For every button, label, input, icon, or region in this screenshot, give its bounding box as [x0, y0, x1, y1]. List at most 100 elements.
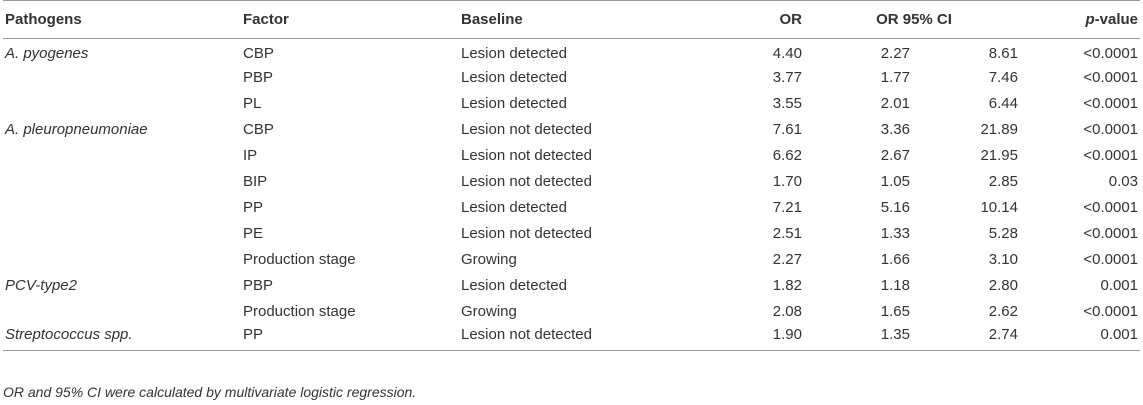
cell-pathogen	[3, 195, 239, 221]
cell-p-value: <0.0001	[1083, 251, 1138, 268]
cell-pathogen	[3, 221, 239, 247]
cell-baseline: Growing	[461, 251, 517, 268]
table-header: Pathogens Factor Baseline OR OR 95% CI p…	[3, 0, 1140, 39]
cell-factor: CBP	[243, 121, 274, 138]
table-row: PBP Lesion detected 3.77 1.77 7.46 <0.0001	[3, 65, 1140, 91]
cell-or: 2.27	[772, 251, 802, 268]
cell-p-value: <0.0001	[1083, 147, 1138, 164]
cell-ci-high: 5.28	[988, 225, 1018, 242]
cell-baseline: Lesion detected	[461, 277, 567, 294]
cell-p-value: 0.001	[1100, 277, 1138, 294]
results-table: Pathogens Factor Baseline OR OR 95% CI p…	[3, 0, 1140, 351]
cell-ci-high: 3.10	[988, 251, 1018, 268]
cell-ci-high: 8.61	[988, 45, 1018, 63]
cell-or: 7.21	[772, 199, 802, 216]
cell-or: 3.77	[772, 69, 802, 86]
cell-factor: PBP	[243, 69, 274, 86]
cell-ci-high: 2.62	[988, 303, 1018, 320]
cell-p-value: <0.0001	[1083, 95, 1138, 112]
table-row: IP Lesion not detected 6.62 2.67 21.95 <0.000…	[3, 143, 1140, 169]
header-row: Pathogens Factor Baseline OR OR 95% CI p…	[3, 0, 1140, 39]
cell-baseline: Lesion not detected	[461, 121, 592, 138]
cell-p-value: <0.0001	[1083, 45, 1138, 63]
cell-pathogen	[3, 91, 239, 117]
header-or-ci: OR 95% CI	[806, 0, 1022, 39]
table-row: PL Lesion detected 3.55 2.01 6.44 <0.0001	[3, 91, 1140, 117]
table-row: Streptococcus spp. PP Lesion not detected 1…	[3, 324, 1140, 351]
cell-ci-low: 1.77	[880, 69, 910, 86]
cell-baseline: Lesion detected	[461, 95, 567, 112]
cell-or: 7.61	[772, 121, 802, 138]
table-row: PP Lesion detected 7.21 5.16 10.14 <0.0001	[3, 195, 1140, 221]
table-row: PE Lesion not detected 2.51 1.33 5.28 <0.0001	[3, 221, 1140, 247]
table-row: PCV-type2 PBP Lesion detected 1.82 1.18 2.80 0…	[3, 273, 1140, 299]
cell-p-value: 0.03	[1108, 173, 1138, 190]
cell-baseline: Lesion not detected	[457, 324, 715, 351]
cell-ci-low: 2.67	[880, 147, 910, 164]
header-factor: Factor	[239, 0, 457, 39]
cell-pathogen	[3, 169, 239, 195]
cell-baseline: Growing	[461, 303, 517, 320]
results-table-container: Pathogens Factor Baseline OR OR 95% CI p…	[3, 0, 1140, 351]
cell-ci-low: 1.66	[880, 251, 910, 268]
cell-factor: BIP	[243, 173, 268, 190]
cell-ci-low: 3.36	[880, 121, 910, 138]
cell-ci-high: 2.80	[988, 277, 1018, 294]
cell-ci-high: 7.46	[988, 69, 1018, 86]
table-row: A. pyogenes CBP Lesion detected 4.40 2.27 8.6…	[3, 39, 1140, 65]
cell-or: 1.70	[772, 173, 802, 190]
cell-ci-low: 1.33	[880, 225, 910, 242]
cell-ci-high: 21.95	[980, 147, 1018, 164]
cell-p-value: <0.0001	[1083, 121, 1138, 138]
header-baseline: Baseline	[457, 0, 715, 39]
cell-ci-low: 1.18	[880, 277, 910, 294]
cell-or: 2.08	[772, 303, 802, 320]
table-row: A. pleuropneumoniae CBP Lesion not detecte…	[3, 117, 1140, 143]
cell-baseline: Lesion detected	[461, 45, 567, 63]
cell-or: 2.51	[772, 225, 802, 242]
cell-factor: IP	[243, 147, 258, 164]
header-p-rest: -value	[1094, 11, 1138, 28]
cell-baseline: Lesion detected	[461, 199, 567, 216]
table-row: Production stage Growing 2.08 1.65 2.62 <0.00…	[3, 299, 1140, 325]
cell-or: 4.40	[772, 45, 802, 63]
cell-pathogen: Streptococcus spp.	[3, 324, 239, 351]
cell-baseline: Lesion detected	[461, 69, 567, 86]
cell-or: 3.55	[772, 95, 802, 112]
header-pathogens: Pathogens	[3, 0, 239, 39]
cell-factor: PE	[243, 225, 264, 242]
cell-or: 1.90	[715, 324, 806, 351]
cell-pathogen	[3, 247, 239, 273]
table-row: Production stage Growing 2.27 1.66 3.10 <0.00…	[3, 247, 1140, 273]
cell-ci-low: 2.01	[880, 95, 910, 112]
cell-p-value: 0.001	[1022, 324, 1140, 351]
cell-pathogen	[3, 65, 239, 91]
table-footnote: OR and 95% CI were calculated by multiva…	[3, 384, 417, 400]
cell-factor: PL	[243, 95, 262, 112]
cell-baseline: Lesion not detected	[461, 225, 592, 242]
cell-pathogen: A. pleuropneumoniae	[5, 121, 148, 138]
cell-ci-high: 10.14	[980, 199, 1018, 216]
cell-ci-low: 2.27	[880, 45, 910, 63]
cell-p-value: <0.0001	[1083, 303, 1138, 320]
cell-pathogen: A. pyogenes	[5, 45, 89, 63]
cell-pathogen: PCV-type2	[5, 277, 77, 294]
cell-baseline: Lesion not detected	[461, 173, 592, 190]
cell-factor: PP	[243, 199, 264, 216]
cell-factor: CBP	[243, 45, 274, 63]
cell-p-value: <0.0001	[1083, 69, 1138, 86]
cell-ci-high: 21.89	[980, 121, 1018, 138]
cell-ci-low: 5.16	[880, 199, 910, 216]
header-or: OR	[715, 0, 806, 39]
cell-factor: PP	[239, 324, 457, 351]
header-p-italic: p	[1085, 11, 1095, 28]
cell-ci-low: 1.65	[880, 303, 910, 320]
cell-ci-low: 1.35	[806, 324, 914, 351]
cell-p-value: <0.0001	[1083, 225, 1138, 242]
cell-factor: Production stage	[243, 251, 356, 268]
cell-pathogen	[3, 299, 239, 325]
cell-p-value: <0.0001	[1083, 199, 1138, 216]
table-row: BIP Lesion not detected 1.70 1.05 2.85 0.03	[3, 169, 1140, 195]
cell-pathogen	[3, 143, 239, 169]
cell-ci-high: 2.85	[988, 173, 1018, 190]
